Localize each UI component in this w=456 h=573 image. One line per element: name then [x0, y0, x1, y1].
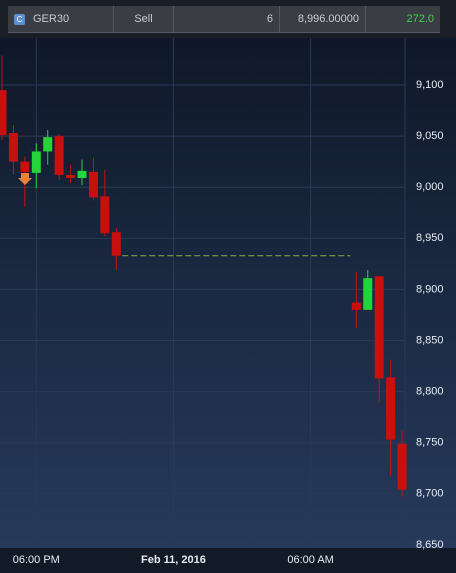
- y-tick-label: 8,650: [416, 539, 444, 551]
- x-tick-label: 06:00 AM: [287, 554, 333, 566]
- side: Sell: [134, 13, 153, 25]
- x-axis-background: [0, 548, 456, 573]
- trade-marker: [18, 173, 32, 185]
- candle-body: [43, 137, 53, 152]
- y-tick-label: 8,750: [416, 437, 444, 449]
- y-tick-label: 8,850: [416, 334, 444, 346]
- candle-body: [374, 276, 384, 379]
- candle-body: [66, 174, 76, 179]
- instrument-icon: C: [14, 13, 25, 25]
- pnl: 272.0: [406, 13, 434, 25]
- symbol: GER30: [33, 13, 70, 25]
- position-row[interactable]: C GER30 Sell 6 8,996.00000 272.0: [8, 6, 440, 33]
- candle-body: [100, 196, 110, 234]
- y-tick-label: 8,900: [416, 283, 444, 295]
- quantity: 6: [266, 13, 273, 25]
- candle-body: [386, 377, 396, 440]
- x-tick-label: Feb 11, 2016: [141, 554, 206, 566]
- candle-body: [111, 232, 121, 256]
- candle-body: [8, 133, 18, 162]
- candle-body: [397, 443, 407, 490]
- x-tick-label: 06:00 PM: [13, 554, 60, 566]
- candle-body: [20, 161, 30, 172]
- candle-body: [88, 171, 98, 198]
- y-tick-label: 9,100: [416, 79, 444, 91]
- y-tick-label: 8,700: [416, 488, 444, 500]
- candle-body: [363, 278, 373, 310]
- candle-body: [77, 170, 87, 179]
- price: 8,996.00000: [297, 13, 359, 25]
- candle-body: [31, 151, 41, 173]
- y-tick-label: 9,050: [416, 130, 444, 142]
- position-bar: C GER30 Sell 6 8,996.00000 272.0: [0, 0, 456, 38]
- candle-body: [0, 90, 7, 136]
- plot-background: [0, 38, 456, 548]
- candle-body: [54, 136, 64, 175]
- y-tick-label: 8,950: [416, 232, 444, 244]
- y-tick-label: 9,000: [416, 181, 444, 193]
- y-tick-label: 8,800: [416, 386, 444, 398]
- candle-body: [351, 302, 361, 310]
